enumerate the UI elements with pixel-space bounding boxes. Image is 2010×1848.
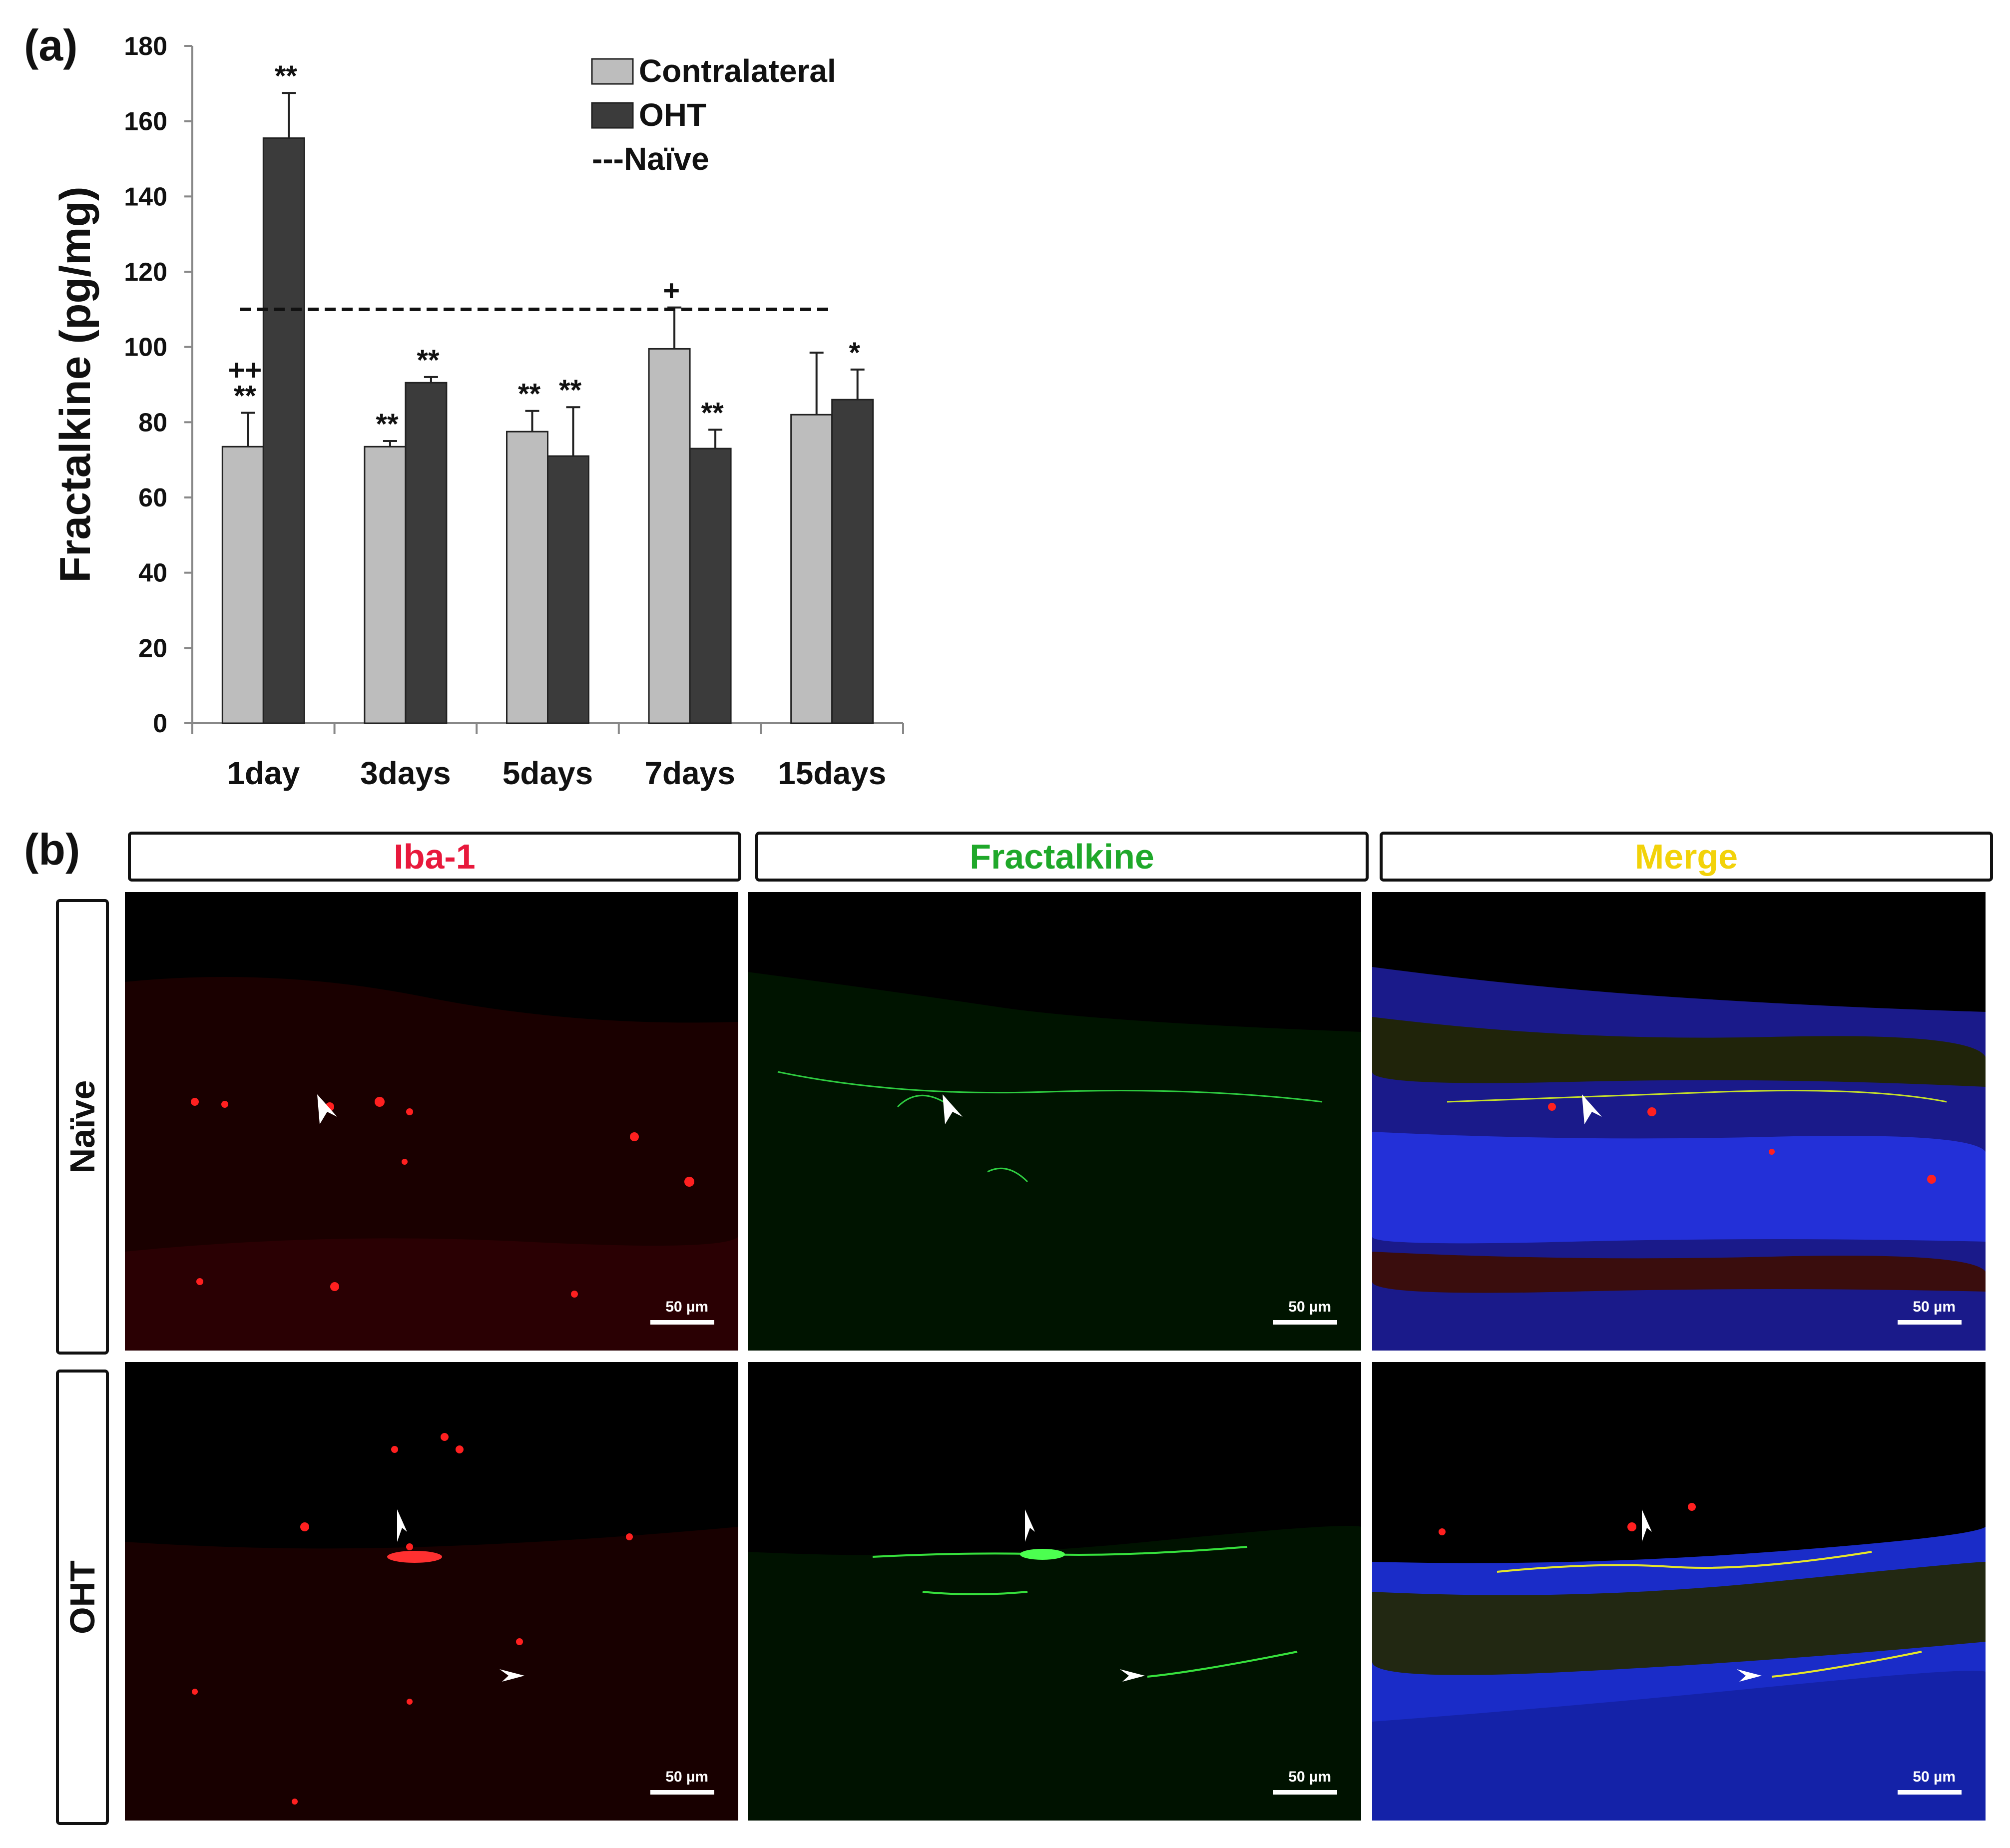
micrograph-oht-fractalkine: 50 µm xyxy=(748,1362,1361,1821)
bar-contralateral xyxy=(790,414,833,724)
y-tick-label: 60 xyxy=(138,483,167,512)
significance-annotation: ** xyxy=(701,397,724,429)
y-tick-label: 120 xyxy=(124,258,167,287)
bar-oht xyxy=(831,399,874,724)
x-tick-label: 3days xyxy=(360,755,451,791)
legend-label: Contralateral xyxy=(639,53,836,89)
bar-contralateral xyxy=(364,446,407,724)
scale-bar xyxy=(1273,1320,1337,1325)
significance-annotation: ++ xyxy=(228,354,262,387)
legend-label: OHT xyxy=(639,97,706,133)
bar-chart: 0 20 40 60 80 100 120 140 160 180 Fractalkine (pg/… xyxy=(51,32,904,791)
bar-oht xyxy=(262,137,305,724)
scale-bar xyxy=(1273,1790,1337,1795)
y-tick-label: 100 xyxy=(124,333,167,362)
scale-bar xyxy=(1898,1790,1962,1795)
legend-swatch-contralateral xyxy=(591,58,634,85)
column-header-merge: Merge xyxy=(1380,832,1993,882)
y-tick-label: 180 xyxy=(124,32,167,61)
row-header-naive: Naïve xyxy=(56,899,109,1355)
significance-annotation: * xyxy=(849,337,861,369)
bar-contralateral xyxy=(506,431,548,724)
y-tick-label: 20 xyxy=(138,634,167,663)
micrograph-oht-iba1: 50 µm xyxy=(125,1362,738,1821)
significance-annotation: ** xyxy=(417,344,440,377)
row-header-oht: OHT xyxy=(56,1370,109,1825)
bar-oht xyxy=(689,448,732,724)
row-header-label: OHT xyxy=(63,1560,102,1634)
bar-oht xyxy=(547,455,589,724)
y-tick-label: 40 xyxy=(138,559,167,588)
column-header-iba1: Iba-1 xyxy=(128,832,741,882)
micrograph-naive-fractalkine: 50 µm xyxy=(748,892,1361,1351)
scale-bar xyxy=(1898,1320,1962,1325)
scale-bar-label: 50 µm xyxy=(1913,1769,1956,1785)
significance-annotation: + xyxy=(663,275,680,307)
significance-annotation: ** xyxy=(559,374,582,407)
column-header-label: Fractalkine xyxy=(970,837,1154,876)
scale-bar-label: 50 µm xyxy=(1288,1299,1331,1315)
x-tick-label: 7days xyxy=(644,755,735,791)
column-header-fractalkine: Fractalkine xyxy=(755,832,1369,882)
scale-bar-label: 50 µm xyxy=(665,1769,708,1785)
x-tick-label: 15days xyxy=(778,755,886,791)
y-axis-label: Fractalkine (pg/mg) xyxy=(51,186,99,582)
micrograph-naive-iba1: 50 µm xyxy=(125,892,738,1351)
row-header-label: Naïve xyxy=(63,1080,102,1174)
column-header-label: Merge xyxy=(1634,837,1738,876)
y-tick-label: 140 xyxy=(124,182,167,211)
bar-contralateral xyxy=(648,348,691,724)
significance-annotation: ** xyxy=(376,408,399,441)
x-tick-label: 1day xyxy=(227,755,300,791)
scale-bar xyxy=(650,1320,714,1325)
bar-contralateral xyxy=(221,446,264,724)
legend-swatch-oht xyxy=(591,102,634,129)
legend-label-naive: ---Naïve xyxy=(592,141,709,177)
scale-bar-label: 50 µm xyxy=(665,1299,708,1315)
scale-bar xyxy=(650,1790,714,1795)
y-tick-label: 80 xyxy=(138,408,167,437)
scale-bar-label: 50 µm xyxy=(1913,1299,1956,1315)
panel-b-label: (b) xyxy=(24,825,80,874)
significance-annotation: ** xyxy=(275,60,298,92)
bar-oht xyxy=(405,382,448,724)
column-header-label: Iba-1 xyxy=(394,837,476,876)
micrograph-oht-merge: 50 µm xyxy=(1372,1362,1986,1821)
significance-annotation: ** xyxy=(234,380,257,413)
x-tick-label: 5days xyxy=(502,755,593,791)
panel-a-label: (a) xyxy=(24,20,78,70)
y-tick-label: 0 xyxy=(153,709,167,738)
y-tick-label: 160 xyxy=(124,107,167,136)
significance-annotation: ** xyxy=(518,378,541,411)
micrograph-naive-merge: 50 µm xyxy=(1372,892,1986,1351)
scale-bar-label: 50 µm xyxy=(1288,1769,1331,1785)
